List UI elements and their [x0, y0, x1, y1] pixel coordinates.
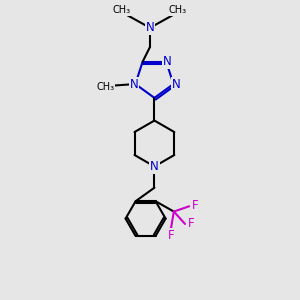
Text: N: N [172, 77, 181, 91]
Text: N: N [146, 21, 154, 34]
Text: CH₃: CH₃ [113, 5, 131, 15]
Text: CH₃: CH₃ [96, 82, 114, 92]
Text: F: F [168, 229, 174, 242]
Text: N: N [130, 77, 138, 91]
Text: F: F [192, 199, 198, 212]
Text: CH₃: CH₃ [169, 5, 187, 15]
Text: N: N [150, 160, 159, 173]
Text: N: N [163, 55, 172, 68]
Text: F: F [188, 218, 194, 230]
